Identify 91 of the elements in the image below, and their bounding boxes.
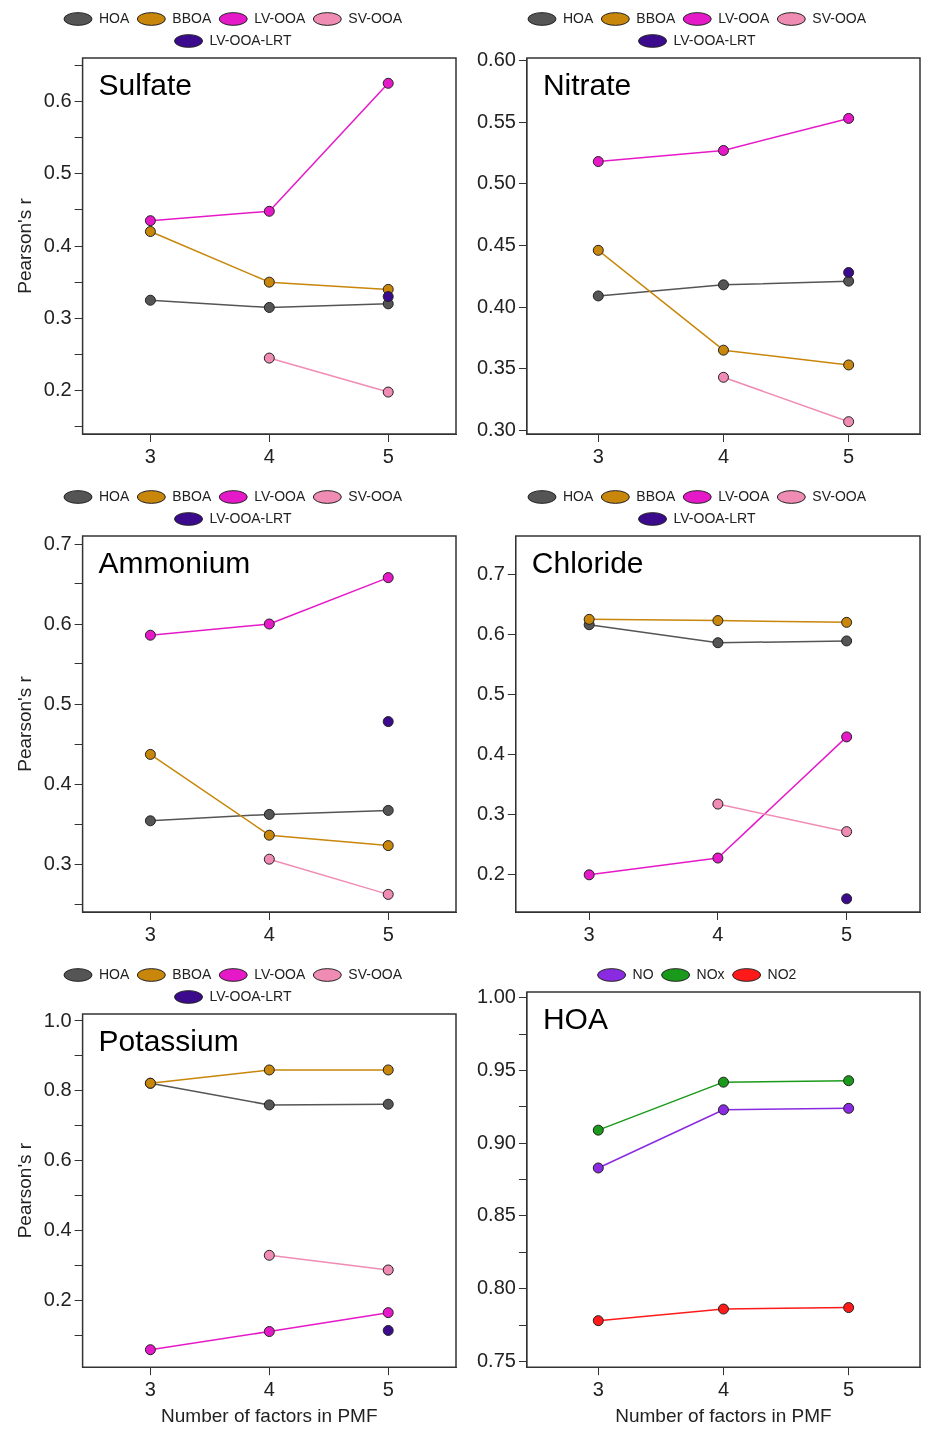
- legend-label: NOx: [696, 965, 725, 982]
- legend-label: SV-OOA: [348, 9, 403, 26]
- legend-label: SV-OOA: [348, 965, 403, 982]
- legend-label: SV-OOA: [348, 487, 403, 504]
- legend-label: NO: [632, 965, 654, 982]
- x-axis-title: Number of factors in PMF: [161, 1404, 378, 1426]
- legend-label: HOA: [562, 487, 594, 504]
- x-tick-label: 4: [263, 922, 275, 945]
- legend-label: LV-OOA: [254, 965, 306, 982]
- y-tick-label: 0.30: [476, 417, 516, 440]
- y-tick-label: 0.35: [476, 356, 516, 379]
- y-tick-label: 0.5: [43, 161, 72, 184]
- chart-title: Chloride: [531, 546, 644, 580]
- x-tick-label: 3: [144, 444, 156, 467]
- legend-label: BBOA: [636, 9, 676, 26]
- legend-label: HOA: [98, 965, 130, 982]
- y-tick-label: 0.4: [476, 742, 505, 765]
- x-tick-label: 3: [144, 922, 156, 945]
- legend-label: SV-OOA: [812, 487, 867, 504]
- legend-label: BBOA: [172, 965, 212, 982]
- chart-title: Potassium: [98, 1024, 239, 1058]
- chart-title: Nitrate: [542, 68, 632, 102]
- y-tick-label: 0.8: [43, 1078, 72, 1101]
- x-tick-label: 4: [263, 1377, 275, 1400]
- legend-label: NO2: [767, 965, 797, 982]
- x-tick-label: 3: [144, 1377, 156, 1400]
- y-tick-label: 0.4: [43, 233, 72, 256]
- y-axis-title: Pearson's r: [13, 675, 35, 772]
- y-tick-label: 0.5: [43, 691, 72, 714]
- y-tick-label: 0.90: [476, 1130, 516, 1153]
- y-tick-label: 0.80: [476, 1276, 516, 1299]
- chart-title: Sulfate: [98, 68, 193, 102]
- y-tick-label: 0.6: [43, 88, 72, 111]
- x-tick-label: 3: [583, 922, 595, 945]
- x-tick-label: 3: [592, 1377, 604, 1400]
- legend-label: LV-OOA-LRT: [209, 987, 292, 1004]
- y-tick-label: 0.6: [43, 611, 72, 634]
- x-tick-label: 5: [382, 922, 394, 945]
- legend-label: LV-OOA: [254, 9, 306, 26]
- x-tick-label: 5: [841, 922, 853, 945]
- x-tick-label: 4: [717, 1377, 730, 1400]
- y-tick-label: 0.95: [476, 1058, 516, 1081]
- x-tick-label: 5: [382, 444, 394, 467]
- legend-label: HOA: [562, 9, 594, 26]
- legend-label: LV-OOA-LRT: [673, 509, 756, 526]
- y-tick-label: 0.3: [43, 851, 72, 874]
- legend-label: LV-OOA: [254, 487, 306, 504]
- legend-label: SV-OOA: [812, 9, 867, 26]
- legend-label: LV-OOA-LRT: [673, 31, 756, 48]
- y-tick-label: 0.5: [476, 682, 505, 705]
- legend-label: BBOA: [636, 487, 676, 504]
- y-tick-label: 1.0: [43, 1008, 72, 1031]
- x-tick-label: 3: [592, 444, 604, 467]
- y-tick-label: 0.3: [476, 802, 505, 825]
- y-axis-title: Pearson's r: [13, 1142, 35, 1239]
- y-tick-label: 0.45: [476, 232, 516, 255]
- x-axis-title: Number of factors in PMF: [615, 1404, 832, 1426]
- legend-label: LV-OOA-LRT: [209, 31, 292, 48]
- y-tick-label: 0.55: [476, 109, 516, 132]
- chart-title: Ammonium: [98, 546, 251, 580]
- y-axis-title: Pearson's r: [13, 197, 35, 294]
- y-tick-label: 0.2: [43, 378, 72, 401]
- legend-label: BBOA: [172, 487, 212, 504]
- y-tick-label: 0.2: [43, 1288, 72, 1311]
- y-tick-label: 0.85: [476, 1203, 516, 1226]
- y-tick-label: 0.7: [43, 531, 72, 554]
- legend-label: BBOA: [172, 9, 212, 26]
- y-tick-label: 0.60: [476, 47, 516, 70]
- legend-label: LV-OOA: [718, 9, 770, 26]
- chart-title: HOA: [542, 1002, 608, 1036]
- x-tick-label: 4: [712, 922, 724, 945]
- x-tick-label: 5: [382, 1377, 394, 1400]
- legend-label: HOA: [98, 9, 130, 26]
- legend-label: LV-OOA: [718, 487, 770, 504]
- y-tick-label: 1.00: [476, 985, 516, 1008]
- y-tick-label: 0.3: [43, 305, 72, 328]
- legend-label: HOA: [98, 487, 130, 504]
- x-tick-label: 5: [843, 444, 855, 467]
- y-tick-label: 0.6: [476, 622, 505, 645]
- y-tick-label: 0.4: [43, 1218, 72, 1241]
- y-tick-label: 0.75: [476, 1348, 516, 1371]
- y-tick-label: 0.40: [476, 294, 516, 317]
- y-tick-label: 0.50: [476, 171, 516, 194]
- y-tick-label: 0.4: [43, 771, 72, 794]
- x-tick-label: 5: [843, 1377, 855, 1400]
- legend-label: LV-OOA-LRT: [209, 509, 292, 526]
- x-tick-label: 4: [717, 444, 730, 467]
- x-tick-label: 4: [263, 444, 275, 467]
- y-tick-label: 0.6: [43, 1148, 72, 1171]
- y-tick-label: 0.7: [476, 562, 505, 585]
- y-tick-label: 0.2: [476, 862, 505, 885]
